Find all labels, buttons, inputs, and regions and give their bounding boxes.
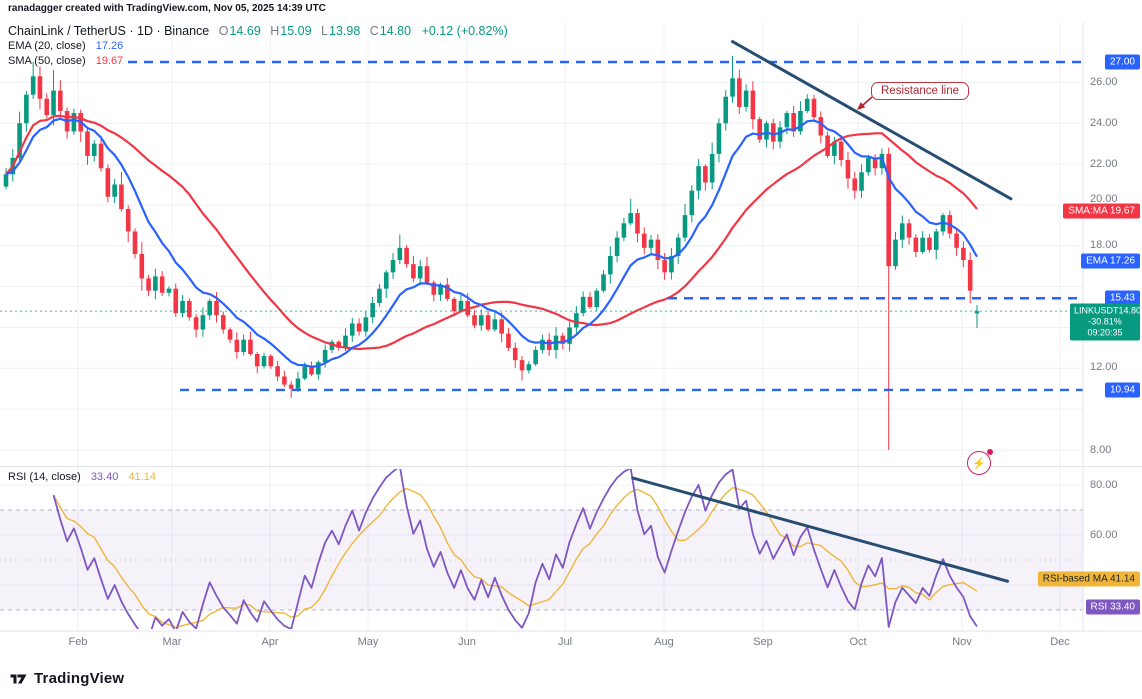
price-tick-label: 8.00 xyxy=(1090,444,1112,456)
sma-legend-value: 19.67 xyxy=(95,55,124,67)
badge-countdown: 09:20:35 xyxy=(1087,327,1123,338)
level-badge-1094: 10.94 xyxy=(1104,382,1140,398)
ohlc-open-value: 14.69 xyxy=(229,24,261,38)
price-tick-label: 12.00 xyxy=(1090,361,1118,373)
rsi-value-badge: RSI 33.40 xyxy=(1085,599,1140,615)
time-axis-label: Sep xyxy=(753,636,773,648)
sma-value-badge: SMA:MA 19.67 xyxy=(1063,203,1140,219)
time-axis-label: Dec xyxy=(1050,636,1070,648)
symbol-price-badge: LINKUSDT 14.80 -30.81% 09:20:35 xyxy=(1070,303,1142,341)
ema-legend-label: EMA (20, close) xyxy=(8,40,86,52)
notification-dot xyxy=(987,449,993,455)
ohlc-low-label: L xyxy=(321,24,328,38)
ohlc-open-label: O xyxy=(218,24,229,38)
badge-symbol: LINKUSDT xyxy=(1074,305,1119,316)
badge-change: -30.81% xyxy=(1088,316,1122,327)
rsi-legend-value: 33.40 xyxy=(90,471,119,483)
sma-legend-label: SMA (50, close) xyxy=(8,55,86,67)
rsi-ma-value-badge: RSI-based MA 41.14 xyxy=(1037,571,1140,587)
sma-legend-row[interactable]: SMA (50, close) 19.67 xyxy=(8,54,508,69)
chart-canvas[interactable] xyxy=(0,0,1142,652)
ema-legend-value: 17.26 xyxy=(95,40,124,52)
symbol-legend: ChainLink / TetherUS · 1D · Binance O14.… xyxy=(8,24,508,69)
time-axis-label: May xyxy=(357,636,379,648)
time-axis-label: Jul xyxy=(557,636,573,648)
ohlc-low-value: 13.98 xyxy=(329,24,361,38)
time-axis-label: Aug xyxy=(654,636,674,648)
price-tick-label: 20.00 xyxy=(1090,193,1118,205)
time-axis-label: Feb xyxy=(68,636,88,648)
time-axis-label: Oct xyxy=(849,636,867,648)
price-tick-label: 18.00 xyxy=(1090,239,1118,251)
ohlc-close-value: 14.80 xyxy=(379,24,412,38)
level-badge-1543: 15.43 xyxy=(1104,290,1140,306)
rsi-ma-legend-value: 41.14 xyxy=(128,471,156,483)
price-tick-label: 24.00 xyxy=(1090,117,1118,129)
price-change: +0.12 (+0.82%) xyxy=(421,24,508,38)
tradingview-logo-icon[interactable] xyxy=(10,672,27,686)
rsi-legend-row[interactable]: RSI (14, close) 33.40 41.14 xyxy=(8,470,156,485)
symbol-legend-row[interactable]: ChainLink / TetherUS · 1D · Binance O14.… xyxy=(8,24,508,39)
badge-price: 14.80 xyxy=(1118,305,1142,316)
price-tick-label: 26.00 xyxy=(1090,76,1118,88)
rsi-tick-label: 80.00 xyxy=(1090,479,1118,491)
ohlc-close-label: C xyxy=(369,24,379,38)
lightning-icon[interactable]: ⚡ xyxy=(967,449,993,475)
ohlc-high-label: H xyxy=(270,24,280,38)
tradingview-footer: TradingView xyxy=(0,658,124,699)
symbol-title[interactable]: ChainLink / TetherUS · 1D · Binance xyxy=(8,24,210,38)
price-tick-label: 22.00 xyxy=(1090,158,1118,170)
watermark-text: ranadagger created with TradingView.com,… xyxy=(8,3,326,14)
resistance-line-callout[interactable]: Resistance line xyxy=(871,82,969,100)
level-badge-27: 27.00 xyxy=(1104,54,1140,70)
time-axis-label: Nov xyxy=(952,636,972,648)
tradingview-brand[interactable]: TradingView xyxy=(34,670,125,687)
rsi-legend-label: RSI (14, close) xyxy=(8,471,81,483)
ema-value-badge: EMA 17.26 xyxy=(1081,253,1140,269)
time-axis-label: Jun xyxy=(458,636,476,648)
ohlc-high-value: 15.09 xyxy=(280,24,312,38)
ema-legend-row[interactable]: EMA (20, close) 17.26 xyxy=(8,39,508,54)
rsi-tick-label: 60.00 xyxy=(1090,529,1118,541)
time-axis-label: Mar xyxy=(162,636,182,648)
rsi-legend: RSI (14, close) 33.40 41.14 xyxy=(8,470,156,485)
time-axis-label: Apr xyxy=(261,636,279,648)
